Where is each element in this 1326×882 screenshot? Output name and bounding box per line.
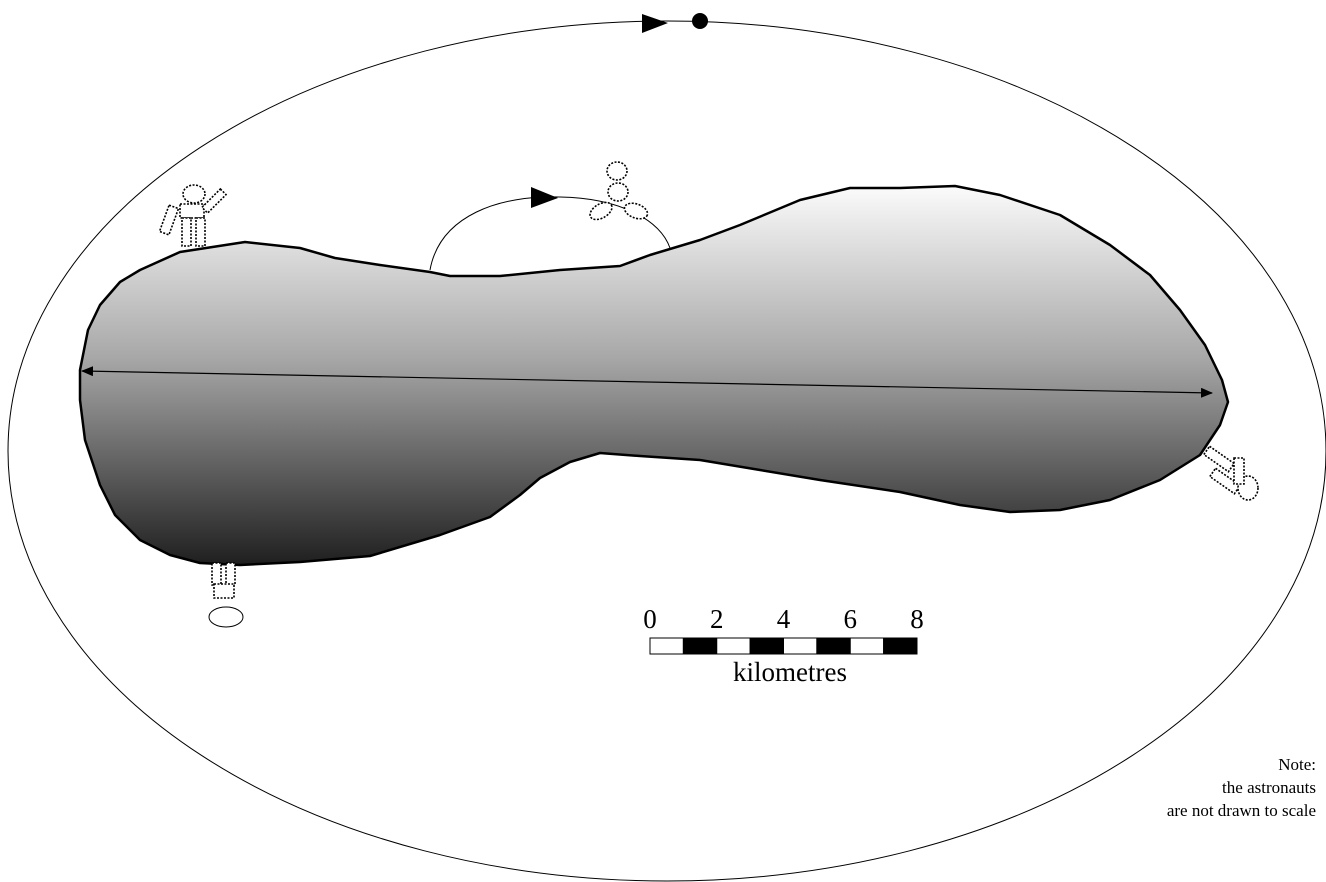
astronaut-right — [1204, 446, 1258, 500]
note-line: the astronauts — [1222, 778, 1316, 797]
scale-tick-label: 0 — [643, 604, 657, 634]
scale-segment — [683, 638, 716, 654]
asteroid — [80, 186, 1228, 565]
scale-tick-label: 6 — [844, 604, 858, 634]
astronaut-top — [587, 162, 650, 223]
scale-segment — [650, 638, 683, 654]
astronaut-top-left — [160, 185, 227, 246]
scale-tick-label: 2 — [710, 604, 724, 634]
note-line: are not drawn to scale — [1167, 801, 1316, 820]
orbit-arrow — [642, 14, 668, 33]
scale-bar: 0 2 4 6 8 — [643, 604, 924, 654]
scale-segment — [784, 638, 817, 654]
scale-segment — [850, 638, 883, 654]
scale-segment — [750, 638, 783, 654]
scale-tick-label: 4 — [777, 604, 791, 634]
scale-tick-label: 8 — [910, 604, 924, 634]
note-line: Note: — [1278, 755, 1316, 774]
scale-segment — [817, 638, 850, 654]
scale-segment — [884, 638, 917, 654]
orbiting-body — [692, 13, 708, 29]
jump-arrow — [531, 187, 558, 208]
diagram: 0 2 4 6 8 kilometres Note: the astronauts ar… — [0, 0, 1326, 882]
scale-unit: kilometres — [733, 657, 847, 687]
scale-segment — [717, 638, 750, 654]
astronaut-bottom — [209, 563, 243, 627]
